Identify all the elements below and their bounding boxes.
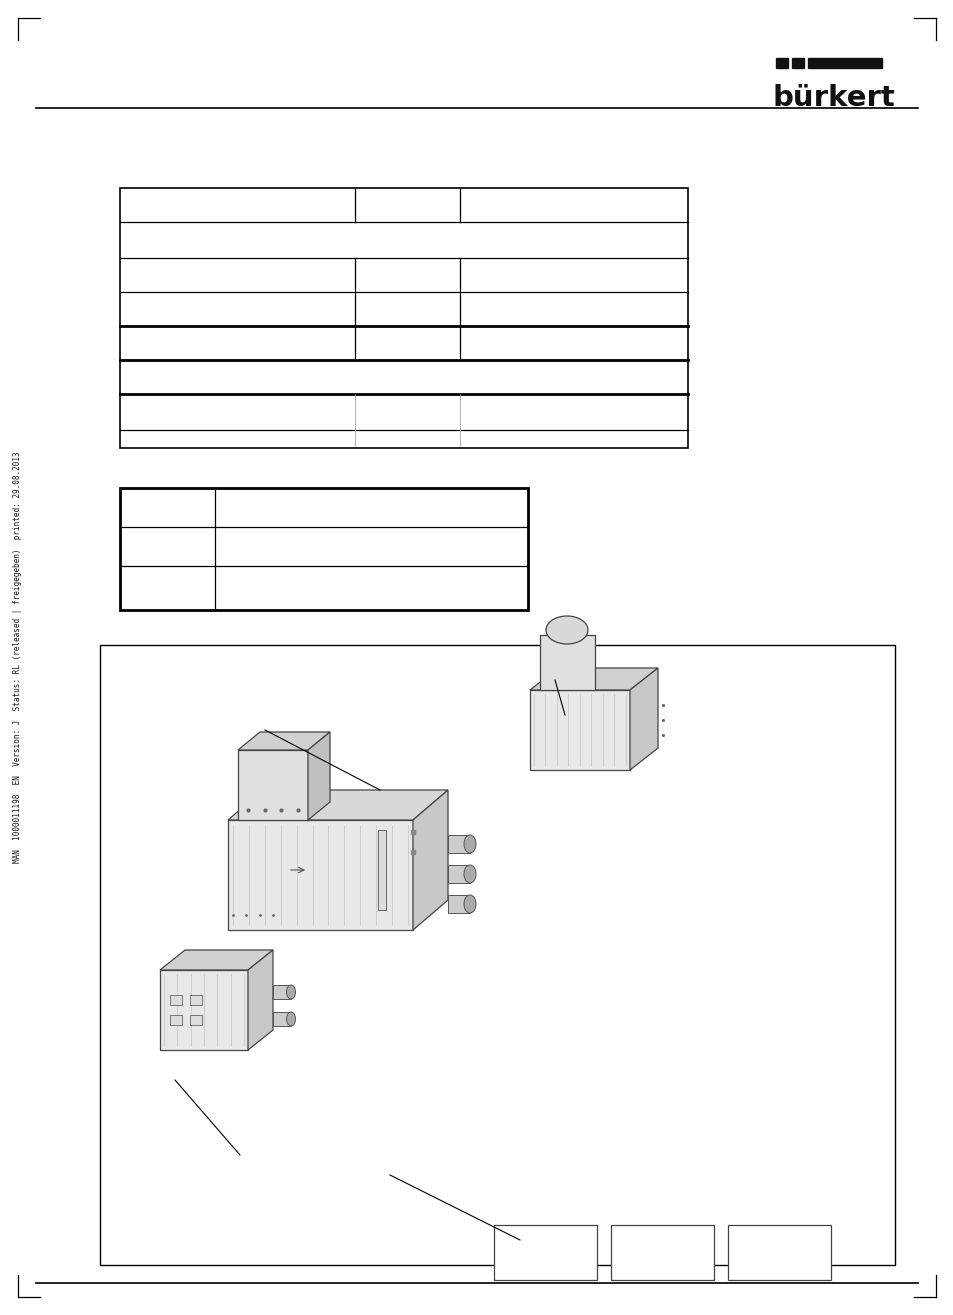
Bar (273, 1013, 291, 1026)
Polygon shape (160, 949, 273, 970)
Bar (190, 1015, 202, 1024)
Bar (448, 865, 470, 882)
Polygon shape (228, 790, 448, 821)
Bar (170, 1015, 182, 1024)
Bar (170, 995, 182, 1005)
Ellipse shape (286, 1013, 295, 1026)
Bar (610, 1226, 713, 1279)
Bar (120, 488, 527, 610)
Bar (775, 58, 787, 68)
Bar (539, 635, 595, 690)
Ellipse shape (463, 865, 476, 882)
Bar (228, 821, 413, 930)
Text: MAN  1000011198  EN  Version: J  Status: RL (released | freigegeben)  printed: 2: MAN 1000011198 EN Version: J Status: RL … (13, 451, 23, 864)
Bar (727, 1226, 830, 1279)
Polygon shape (530, 668, 658, 690)
Bar (807, 58, 882, 68)
Bar (448, 835, 470, 853)
Ellipse shape (286, 985, 295, 999)
Ellipse shape (545, 615, 587, 644)
Bar (237, 750, 308, 821)
Bar (494, 1226, 597, 1279)
Polygon shape (248, 949, 273, 1049)
Bar (190, 995, 202, 1005)
Ellipse shape (463, 835, 476, 853)
Bar (100, 644, 894, 1265)
Bar (791, 58, 803, 68)
Bar (530, 690, 629, 771)
Text: bürkert: bürkert (771, 84, 894, 112)
Bar (160, 970, 248, 1049)
Polygon shape (629, 668, 658, 771)
Polygon shape (413, 790, 448, 930)
Polygon shape (237, 732, 330, 750)
Bar (448, 896, 470, 913)
Polygon shape (308, 732, 330, 821)
Bar (120, 188, 687, 448)
Bar (377, 830, 386, 910)
Ellipse shape (463, 896, 476, 913)
Bar (273, 985, 291, 999)
